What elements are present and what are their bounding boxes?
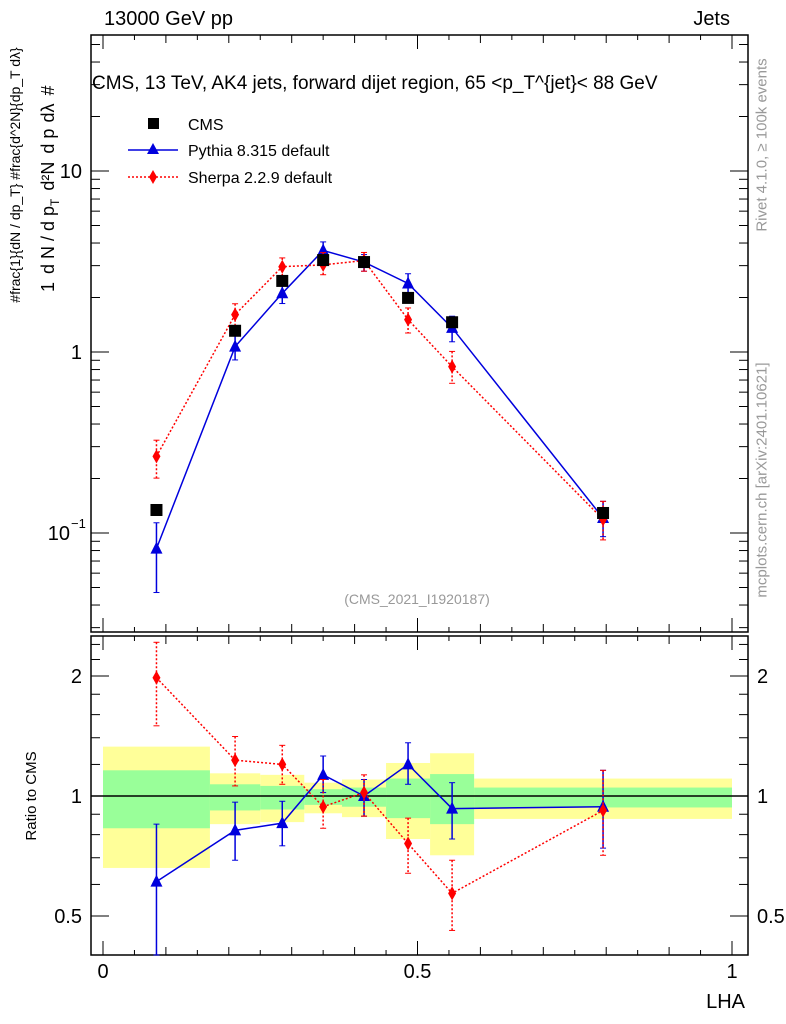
cms-point [317, 254, 330, 267]
sherpa-ratio-point [448, 886, 457, 901]
main-frame [90, 34, 749, 633]
legend-sherpa-marker [149, 170, 157, 184]
y-tick-label: 10 [48, 523, 70, 545]
x-axis-label: LHA [706, 991, 746, 1013]
y-label-hash: # [38, 86, 58, 96]
pythia-point [276, 286, 289, 299]
legend-pythia-label: Pythia 8.315 default [188, 143, 330, 160]
legend: CMS Pythia 8.315 default Sherpa 2.2.9 de… [128, 117, 333, 187]
sherpa-ratio-point [360, 785, 369, 800]
pythia-ratio-point [446, 801, 459, 814]
cms-point [597, 506, 610, 519]
legend-cms-marker [148, 118, 159, 129]
sherpa-ratio-point [319, 799, 328, 814]
legend-sherpa-label: Sherpa 2.2.9 default [188, 170, 333, 187]
x-tick-label: 0 [97, 961, 108, 983]
y-tick-label: 1 [71, 342, 82, 364]
legend-cms-label: CMS [188, 117, 224, 134]
y-label-den2: d p [38, 129, 58, 154]
ratio-y-tick-label: 0.5 [54, 906, 82, 928]
cms-point [358, 256, 371, 269]
y-label-sub: T [48, 198, 62, 206]
y-tick-exponent: −1 [71, 516, 86, 531]
ratio-y-tick-label: 2 [71, 666, 82, 688]
x-tick-label: 1 [726, 961, 737, 983]
ratio-band-stat [386, 778, 431, 819]
cms-point [402, 291, 415, 304]
ratio-band-stat [260, 785, 305, 810]
sherpa-ratio-point [404, 836, 413, 851]
y-label-den1: d N / d p [38, 206, 58, 274]
sherpa-ratio-point [599, 803, 608, 818]
pythia-ratio-line [156, 763, 604, 883]
ratio-y-tick-label-right: 1 [757, 786, 768, 808]
ratio-y-tick-label-right: 0.5 [757, 906, 785, 928]
pythia-ratio-point [317, 767, 330, 780]
ratio-y-label: Ratio to CMS [23, 751, 40, 840]
cms-point [229, 324, 242, 337]
svg-text:1d N / d pTd²Nd pdλ#: 1 d N / d pTd²N d p dλ # [38, 86, 62, 292]
sherpa-point [152, 449, 161, 464]
pythia-ratio-point [276, 816, 289, 829]
chart-title: CMS, 13 TeV, AK4 jets, forward dijet reg… [92, 73, 658, 94]
y-label-end: dλ [38, 104, 58, 123]
y-axis-label: 1 d N / d pTd²N d p dλ # [38, 86, 62, 292]
legend-pythia-marker [147, 143, 159, 154]
pythia-ratio-point [229, 823, 242, 836]
pythia-point [150, 541, 163, 554]
pythia-ratio-point [150, 874, 163, 887]
sherpa-ratio-point [152, 670, 161, 685]
pythia-point [229, 339, 242, 352]
header-left: 13000 GeV pp [104, 8, 233, 30]
y-label-num1: 1 [38, 282, 58, 292]
ratio-y-tick-label-right: 2 [757, 666, 768, 688]
x-tick-label: 0.5 [404, 961, 432, 983]
sherpa-line [155, 259, 604, 520]
ratio-y-tick-label: 1 [71, 786, 82, 808]
pythia-ratio-point [402, 757, 415, 770]
cms-point [150, 503, 163, 516]
y-axis-label-raw: #frac{1}{dN / dp_T} #frac{d^2N}{dp_T dλ} [7, 47, 23, 303]
pythia-point [402, 276, 415, 289]
sherpa-point [231, 307, 240, 322]
sherpa-ratio-point [231, 753, 240, 768]
sherpa-ratio-point [278, 757, 287, 772]
sherpa-point [448, 359, 457, 374]
sherpa-point [404, 312, 413, 327]
sherpa-ratio-line [155, 677, 604, 895]
watermark: (CMS_2021_I1920187) [344, 591, 490, 607]
ratio-band-stat [103, 770, 210, 829]
y-tick-label: 10 [60, 161, 82, 183]
cms-point [446, 316, 459, 329]
y-label-num2: d²N [38, 162, 58, 191]
cms-point [276, 274, 289, 287]
pythia-line [155, 249, 604, 549]
header-right: Jets [693, 8, 730, 30]
sherpa-point [278, 259, 287, 274]
